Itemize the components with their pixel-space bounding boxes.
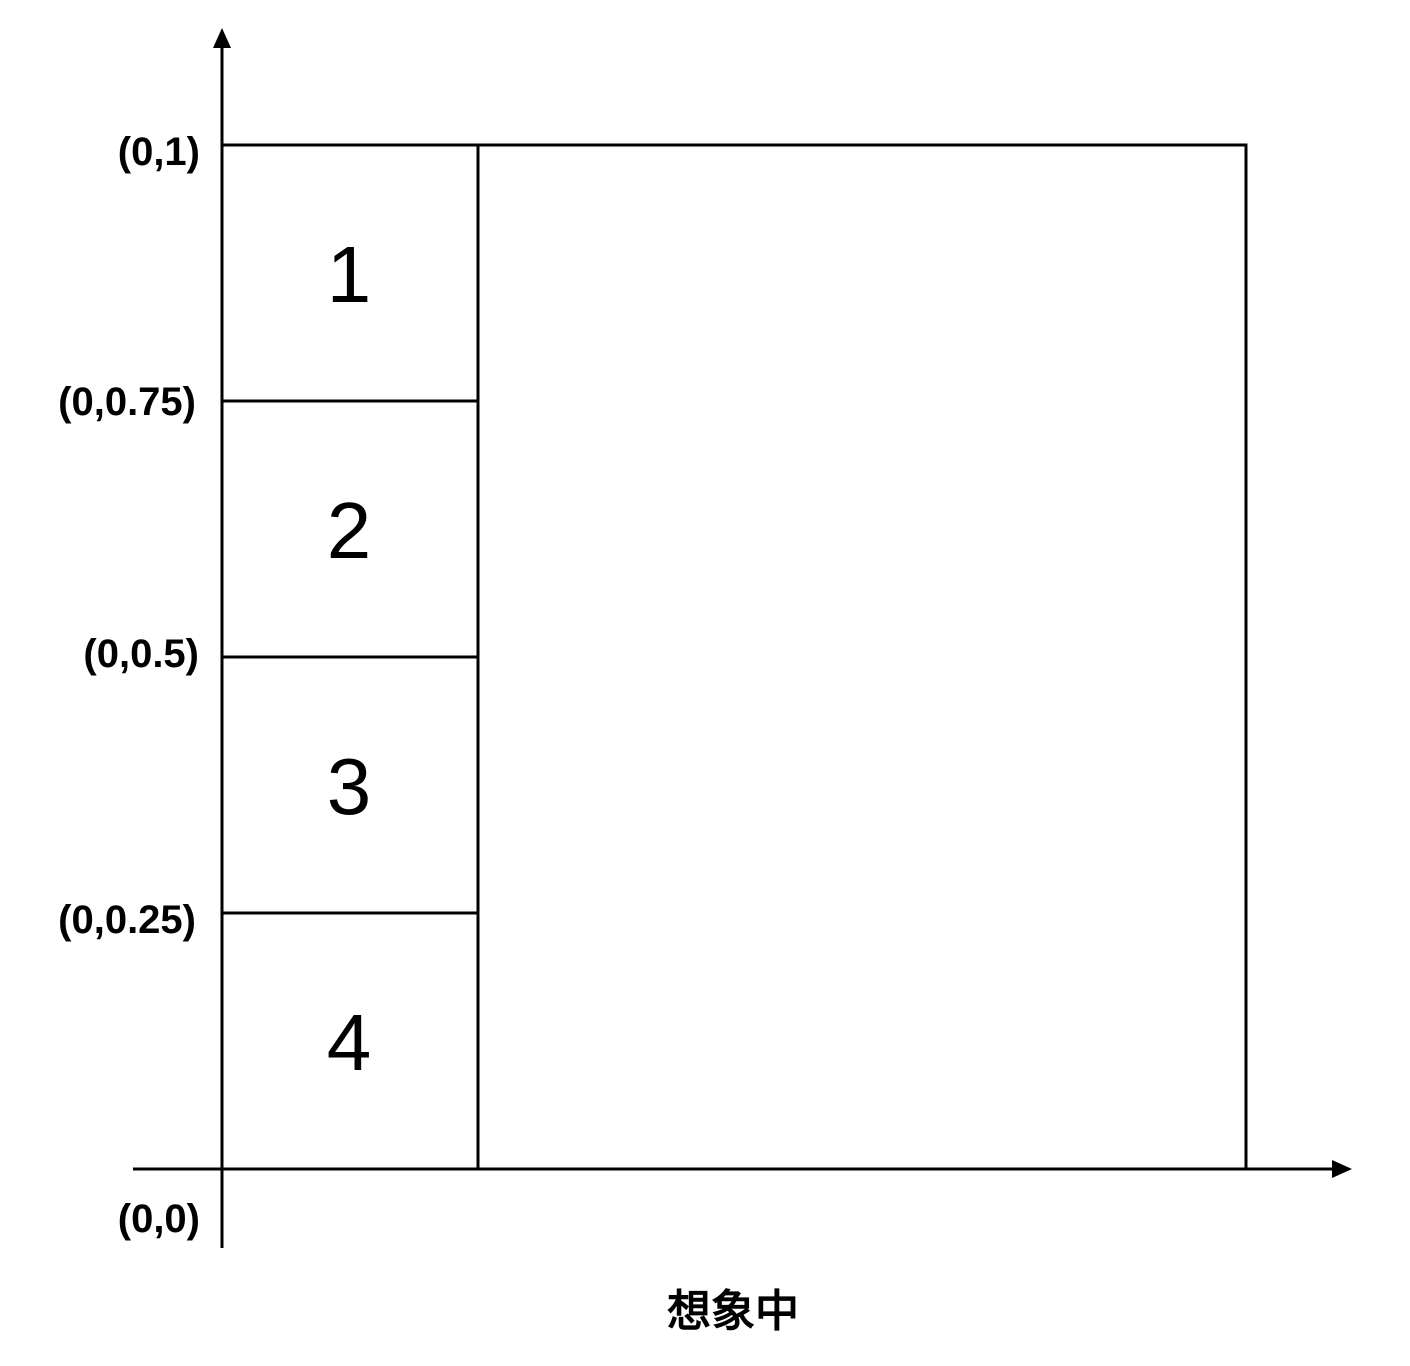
cell-label-1: 1 (327, 230, 372, 319)
tick-label-0: (0,0) (118, 1197, 200, 1241)
x-axis-arrow-icon (1332, 1160, 1352, 1178)
tick-label-0.75: (0,0.75) (58, 380, 196, 424)
diagram-caption: 想象中 (667, 1286, 799, 1337)
y-axis-arrow-icon (213, 28, 231, 48)
tick-label-1: (0,1) (118, 130, 200, 174)
tick-label-0.5: (0,0.5) (83, 632, 199, 676)
cell-label-2: 2 (327, 486, 372, 575)
tick-label-0.25: (0,0.25) (58, 898, 196, 942)
cell-label-3: 3 (327, 742, 372, 831)
cell-label-4: 4 (327, 998, 372, 1087)
